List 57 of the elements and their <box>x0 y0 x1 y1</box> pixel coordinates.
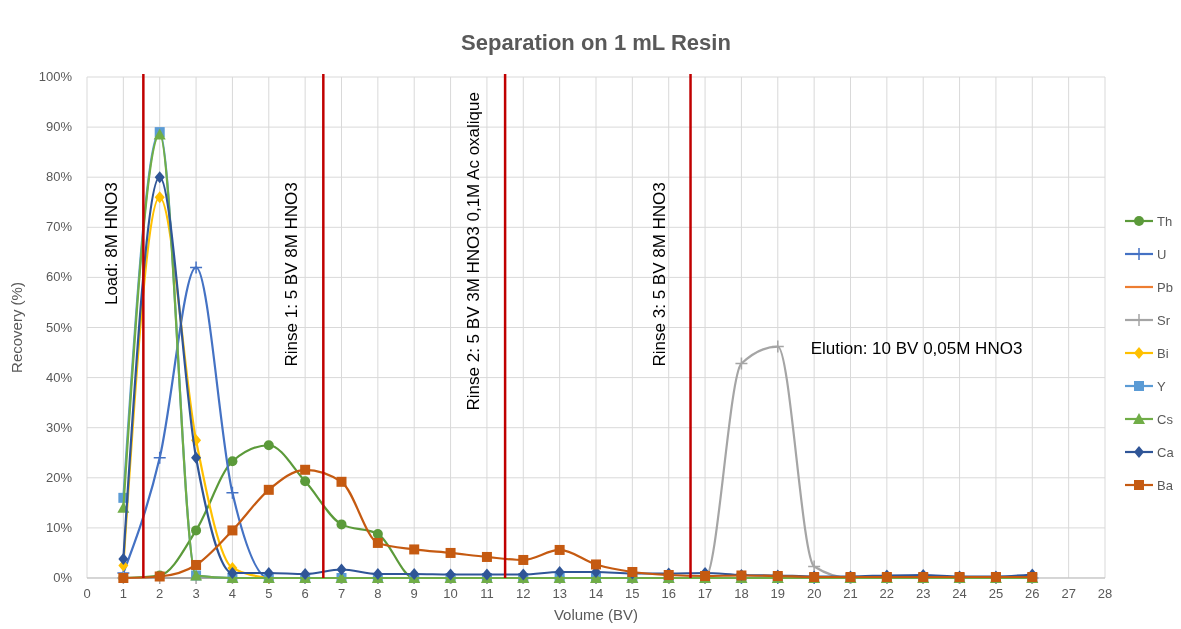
x-tick-label: 26 <box>1025 586 1040 601</box>
x-tick-label: 28 <box>1097 586 1113 601</box>
annotation: Load: 8M HNO3 <box>102 182 122 306</box>
x-tick-label: 12 <box>516 586 531 601</box>
x-tick-label: 20 <box>806 586 822 601</box>
x-tick-label: 2 <box>156 586 164 601</box>
x-tick-label: 7 <box>337 586 346 601</box>
x-tick-label: 3 <box>192 586 200 601</box>
y-tick-label: 100% <box>38 69 73 84</box>
x-tick-label: 22 <box>879 586 895 601</box>
legend-label: Th <box>1157 214 1173 229</box>
legend-label: Pb <box>1157 280 1173 295</box>
x-tick-label: 0 <box>83 586 91 601</box>
y-axis-title: Recovery (%) <box>8 282 25 373</box>
chart-title: Separation on 1 mL Resin <box>461 30 731 55</box>
x-tick-label: 27 <box>1061 586 1076 601</box>
legend-label: Sr <box>1157 313 1171 328</box>
x-tick-label: 23 <box>915 586 931 601</box>
x-tick-label: 4 <box>228 586 237 601</box>
legend-label: Cs <box>1157 412 1174 427</box>
annotation: Rinse 1: 5 BV 8M HNO3 <box>282 182 302 367</box>
x-tick-label: 6 <box>301 586 309 601</box>
x-tick-label: 8 <box>374 586 382 601</box>
y-tick-label: 50% <box>45 319 73 335</box>
x-tick-label: 21 <box>843 586 858 601</box>
y-tick-label: 20% <box>45 469 73 485</box>
y-tick-label: 80% <box>45 169 73 185</box>
y-tick-label: 60% <box>45 269 73 285</box>
legend-label: U <box>1157 247 1167 262</box>
x-tick-label: 25 <box>988 586 1004 601</box>
x-tick-label: 13 <box>552 586 567 601</box>
x-tick-label: 15 <box>625 586 640 601</box>
x-tick-label: 16 <box>661 586 676 601</box>
legend-label: Ca <box>1157 445 1175 460</box>
annotation: Rinse 2: 5 BV 3M HNO3 0,1M Ac oxalique <box>464 92 484 411</box>
x-tick-label: 18 <box>734 586 749 601</box>
annotation: Rinse 3: 5 BV 8M HNO3 <box>649 182 669 367</box>
x-tick-label: 1 <box>119 586 127 601</box>
legend-label: Bi <box>1157 346 1169 361</box>
legend-label: Ba <box>1157 478 1174 493</box>
y-tick-label: 90% <box>45 119 73 135</box>
y-tick-label: 30% <box>45 419 73 435</box>
x-tick-label: 24 <box>952 586 967 601</box>
x-axis-title: Volume (BV) <box>553 606 639 623</box>
x-tick-label: 17 <box>697 586 713 601</box>
x-tick-label: 11 <box>480 586 494 601</box>
y-tick-label: 10% <box>45 519 73 535</box>
annotation: Elution: 10 BV 0,05M HNO3 <box>810 338 1023 358</box>
x-tick-label: 19 <box>770 586 786 601</box>
y-tick-label: 0% <box>53 570 73 585</box>
x-tick-label: 5 <box>265 586 273 601</box>
y-tick-label: 40% <box>45 369 73 385</box>
legend-label: Y <box>1157 379 1166 394</box>
x-tick-label: 10 <box>443 586 458 601</box>
y-tick-label: 70% <box>45 219 73 235</box>
x-tick-label: 14 <box>588 586 604 601</box>
x-tick-label: 9 <box>410 586 418 601</box>
